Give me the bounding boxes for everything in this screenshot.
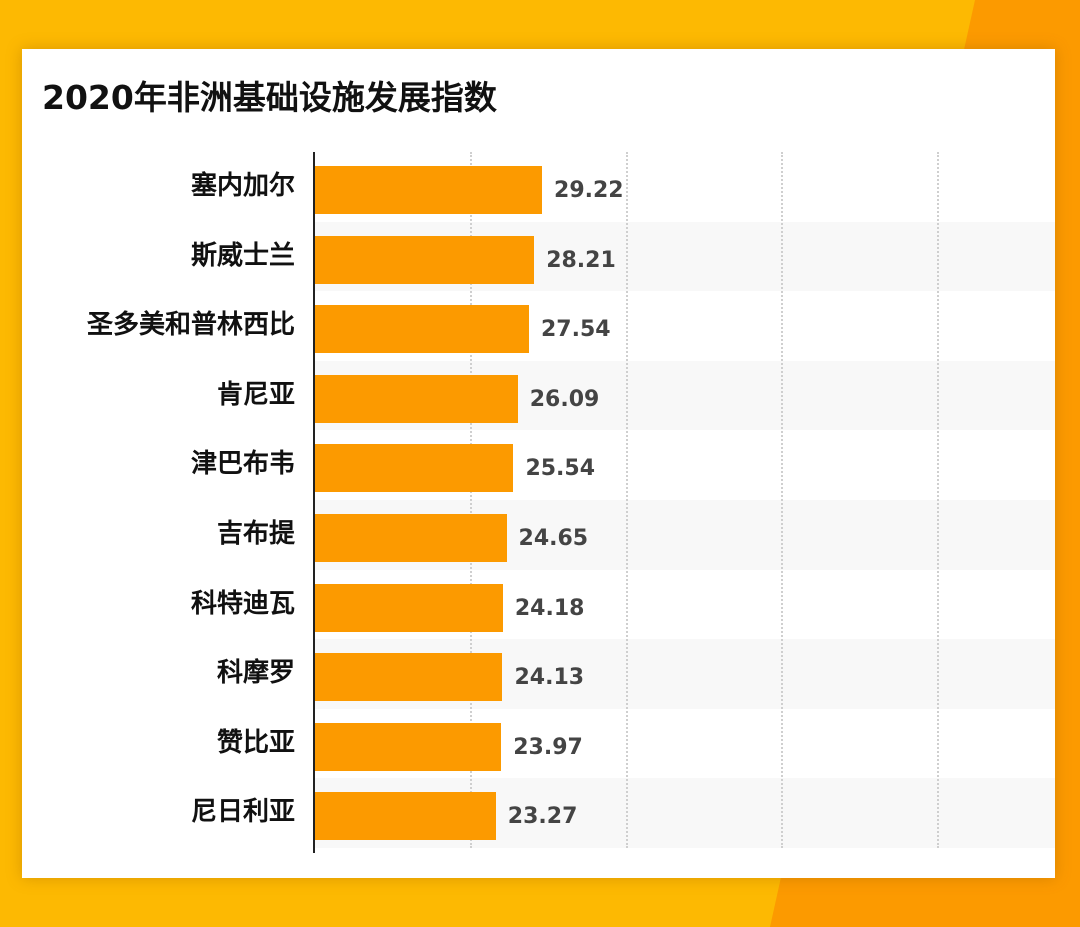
category-label: 塞内加尔 xyxy=(190,171,295,201)
gridline xyxy=(470,152,473,848)
category-label: 科摩罗 xyxy=(216,658,295,689)
category-label: 肯尼亚 xyxy=(216,379,295,410)
gridline xyxy=(936,152,939,848)
bar xyxy=(315,166,543,214)
bar xyxy=(315,722,502,771)
gridline xyxy=(625,152,628,848)
y-axis-line xyxy=(313,152,315,853)
bar xyxy=(315,583,503,632)
category-label: 吉布提 xyxy=(216,519,295,549)
bar xyxy=(315,235,535,284)
bar xyxy=(315,792,496,841)
value-label: 25.54 xyxy=(525,456,596,482)
category-label: 赞比亚 xyxy=(216,727,295,758)
chart-card: 2020年非洲基础设施发展指数 塞内加尔 29.22 斯威士兰 28.21 圣多美和普林… xyxy=(22,49,1055,878)
chart-title: 2020年非洲基础设施发展指数 xyxy=(42,78,497,117)
value-label: 24.18 xyxy=(514,595,585,621)
bar xyxy=(315,374,518,423)
plot-area: 塞内加尔 29.22 斯威士兰 28.21 圣多美和普林西比 27.54 肯尼亚 26.09 津… xyxy=(22,152,1055,853)
bar xyxy=(315,305,529,354)
category-label: 尼日利亚 xyxy=(190,797,295,828)
category-label: 圣多美和普林西比 xyxy=(86,310,295,341)
bar xyxy=(315,444,514,493)
bar xyxy=(315,514,507,562)
value-label: 28.21 xyxy=(546,247,616,273)
category-label: 津巴布韦 xyxy=(190,449,295,480)
value-label: 24.13 xyxy=(514,665,585,691)
value-label: 24.65 xyxy=(518,526,589,551)
category-label: 斯威士兰 xyxy=(190,240,295,271)
value-label: 26.09 xyxy=(529,386,600,412)
bar xyxy=(315,653,503,702)
value-label: 23.27 xyxy=(507,804,578,830)
value-label: 27.54 xyxy=(540,317,611,343)
value-label: 29.22 xyxy=(554,178,624,203)
gridline xyxy=(781,152,784,848)
category-label: 科特迪瓦 xyxy=(190,588,295,619)
value-label: 23.97 xyxy=(513,734,583,760)
